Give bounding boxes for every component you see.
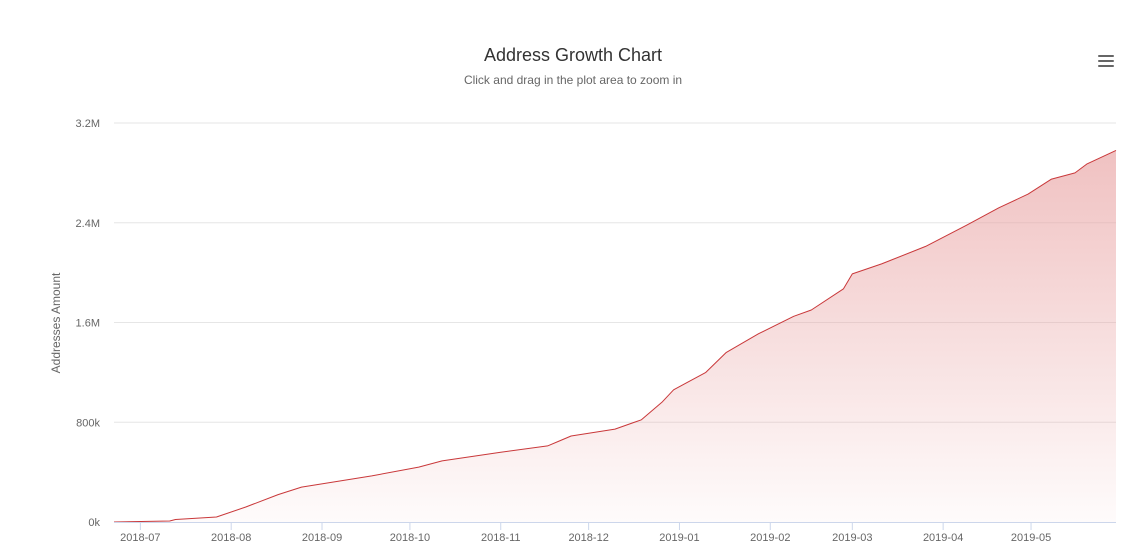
y-tick-label: 0k — [88, 517, 100, 529]
x-tick-label: 2018-07 — [120, 532, 160, 544]
chart-title: Address Growth Chart — [483, 45, 663, 65]
x-tick-label: 2019-05 — [1011, 532, 1051, 544]
y-axis-title: Addresses Amount — [49, 272, 63, 373]
x-tick-label: 2018-10 — [390, 532, 430, 544]
series-area — [113, 149, 1117, 523]
x-tick-label: 2018-11 — [481, 532, 521, 544]
x-tick-label: 2018-09 — [302, 532, 342, 544]
series-area-fill — [114, 150, 1116, 522]
axes: 0k 800k 1.6M 2.4M 3.2M 2018-07 2018-08 2018-09 2… — [76, 118, 1116, 544]
x-tick-label: 2019-04 — [923, 532, 963, 544]
y-tick-label: 1.6M — [76, 318, 100, 330]
x-tick-label: 2018-08 — [211, 532, 251, 544]
x-tick-label: 2019-02 — [750, 532, 790, 544]
y-tick-label: 3.2M — [76, 118, 100, 130]
chart-subtitle: Click and drag in the plot area to zoom … — [463, 73, 683, 87]
x-tick-label: 2019-03 — [832, 532, 872, 544]
y-tick-label: 2.4M — [76, 218, 100, 230]
series-line — [113, 149, 1117, 523]
y-tick-label: 800k — [76, 417, 100, 429]
x-tick-label: 2018-12 — [568, 532, 608, 544]
chart-menu-button[interactable] — [1094, 52, 1118, 70]
x-tick-label: 2019-01 — [659, 532, 699, 544]
